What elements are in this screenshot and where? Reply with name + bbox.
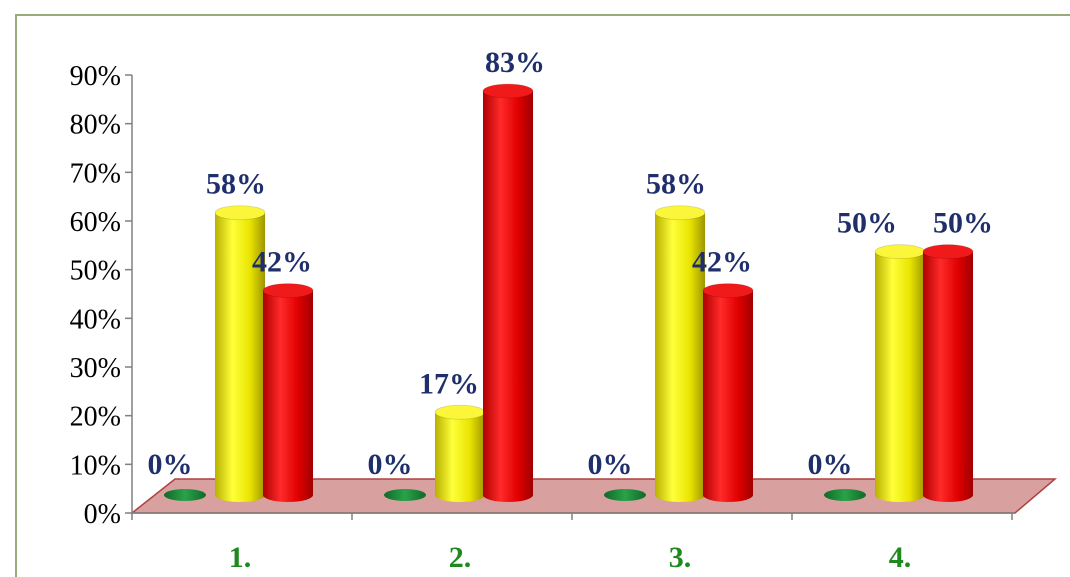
data-label: 58% (206, 168, 266, 201)
bar-top (434, 404, 486, 420)
y-tick-label: 50% (70, 256, 121, 287)
y-tick-label: 10% (70, 450, 121, 481)
x-category-label: 3. (669, 541, 692, 574)
bar-series-1-cat-2 (384, 489, 426, 501)
plot-border (15, 14, 1070, 577)
y-tick-label: 40% (70, 304, 121, 335)
bar-series-2-cat-1 (214, 205, 266, 502)
data-label: 17% (419, 367, 479, 400)
data-label: 0% (368, 448, 413, 481)
data-label: 50% (837, 207, 897, 240)
x-category-label: 2. (449, 541, 472, 574)
data-label: 83% (485, 46, 545, 79)
bar-body (435, 412, 485, 502)
bar-series-2-cat-4 (874, 244, 926, 502)
bar-series-2-cat-2 (434, 404, 486, 502)
bar-top (922, 244, 974, 260)
bar-series-1-cat-1 (164, 489, 206, 501)
y-tick-label: 80% (70, 110, 121, 141)
y-tick-label: 20% (70, 402, 121, 433)
bar-top (262, 283, 314, 299)
bar-series-3-cat-3 (702, 283, 754, 502)
bar-disc (604, 489, 646, 501)
data-label: 42% (252, 246, 312, 279)
bar-body (655, 212, 705, 502)
bar-disc (824, 489, 866, 501)
y-tick-label: 30% (70, 353, 121, 384)
bar-disc (384, 489, 426, 501)
y-tick-label: 70% (70, 158, 121, 189)
bar-series-3-cat-2 (482, 83, 534, 503)
bar-body (215, 212, 265, 502)
bar-series-1-cat-4 (824, 489, 866, 501)
x-category-label: 4. (889, 541, 912, 574)
bar-body (703, 290, 753, 502)
bar-body (263, 290, 313, 502)
bar-body (483, 91, 533, 503)
bar-top (874, 244, 926, 260)
y-tick-label: 60% (70, 207, 121, 238)
bar-series-3-cat-4 (922, 244, 974, 502)
bar-body (923, 251, 973, 502)
y-tick-label: 0% (84, 499, 121, 530)
data-label: 0% (148, 448, 193, 481)
data-label: 0% (808, 448, 853, 481)
bar-top (214, 205, 266, 221)
bar-top (482, 83, 534, 99)
data-label: 42% (692, 246, 752, 279)
bar-body (875, 251, 925, 502)
bar-top (654, 205, 706, 221)
y-tick-label: 90% (70, 61, 121, 92)
bar-series-1-cat-3 (604, 489, 646, 501)
bar-disc (164, 489, 206, 501)
data-label: 58% (646, 168, 706, 201)
bar-top (702, 283, 754, 299)
bar-series-3-cat-1 (262, 283, 314, 502)
bar-series-2-cat-3 (654, 205, 706, 502)
data-label: 0% (588, 448, 633, 481)
x-category-label: 1. (229, 541, 252, 574)
data-label: 50% (933, 207, 993, 240)
